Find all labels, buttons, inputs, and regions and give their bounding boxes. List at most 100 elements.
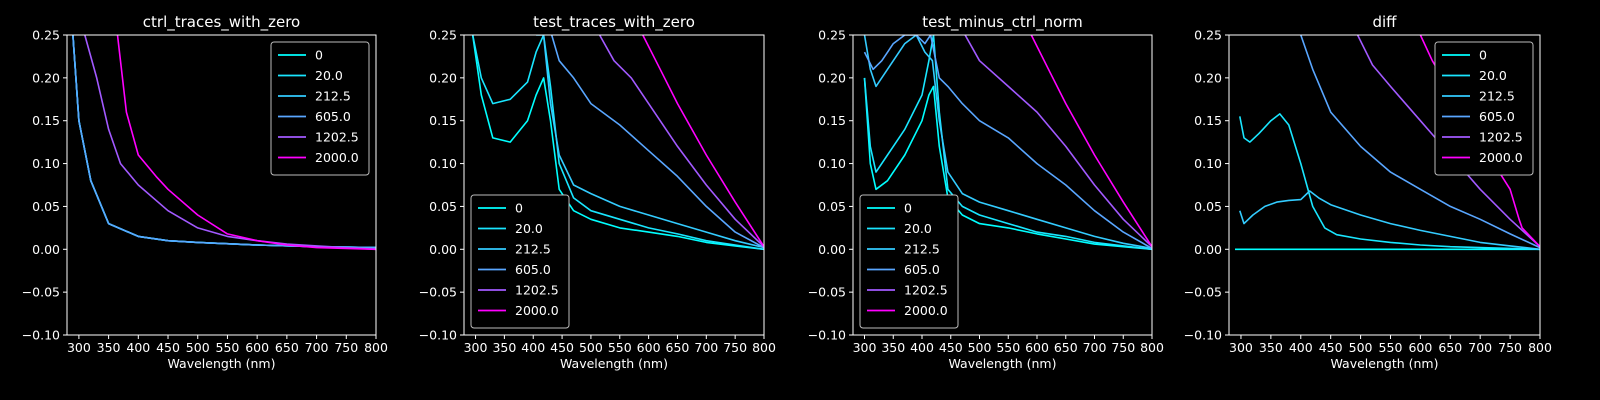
x-tick-label: 600 [1408, 340, 1432, 355]
x-tick-label: 650 [666, 340, 690, 355]
legend-label: 2000.0 [315, 150, 359, 165]
x-tick-label: 500 [1349, 340, 1373, 355]
legend-label: 20.0 [904, 221, 932, 236]
legend-label: 212.5 [315, 89, 351, 104]
series-line-2000.0 [1030, 35, 1152, 248]
x-tick-label: 700 [694, 340, 718, 355]
legend-label: 1202.5 [315, 130, 359, 145]
y-tick-label: 0.25 [32, 28, 60, 43]
y-tick-label: 0.05 [818, 199, 846, 214]
series-line-1202.5 [964, 35, 1152, 248]
y-tick-label: 0.15 [818, 113, 846, 128]
x-tick-label: 700 [1468, 340, 1492, 355]
legend-label: 605.0 [515, 262, 551, 277]
y-tick-label: 0.00 [429, 242, 457, 257]
series-line-0 [471, 35, 764, 251]
x-tick-label: 500 [186, 340, 210, 355]
legend-label: 1202.5 [515, 283, 559, 298]
chart-title: test_traces_with_zero [533, 13, 695, 32]
y-tick-label: 0.20 [1194, 70, 1222, 85]
x-tick-label: 800 [364, 340, 388, 355]
y-tick-label: 0.10 [818, 156, 846, 171]
legend-label: 2000.0 [515, 303, 559, 318]
legend-label: 0 [904, 201, 912, 216]
x-tick-label: 450 [156, 340, 180, 355]
y-tick-label: 0.10 [429, 156, 457, 171]
y-tick-label: −0.05 [22, 285, 60, 300]
x-axis-label: Wavelength (nm) [949, 356, 1057, 371]
x-tick-label: 800 [1140, 340, 1164, 355]
series-line-212.5 [536, 35, 764, 249]
series-group [471, 35, 764, 251]
y-tick-label: 0.25 [429, 28, 457, 43]
x-tick-label: 650 [1438, 340, 1462, 355]
x-tick-label: 750 [723, 340, 747, 355]
chart-panel-4: diff 300 350 400 450 500 550 600 650 700 750 800 −0.… [1184, 13, 1552, 371]
chart-title: diff [1372, 13, 1397, 31]
x-tick-label: 600 [637, 340, 661, 355]
series-line-605.0 [863, 35, 1152, 250]
legend-label: 212.5 [515, 242, 551, 257]
chart-title: test_minus_ctrl_norm [922, 13, 1083, 32]
x-tick-label: 350 [881, 340, 905, 355]
x-tick-label: 700 [305, 340, 329, 355]
x-tick-label: 800 [1528, 340, 1552, 355]
series-line-1202.5 [84, 35, 376, 251]
plot-frame [1228, 34, 1541, 336]
y-tick-label: 0.05 [32, 199, 60, 214]
y-tick-label: 0.00 [32, 242, 60, 257]
y-tick-label: 0.20 [429, 70, 457, 85]
legend-label: 2000.0 [1479, 150, 1523, 165]
legend-label: 20.0 [315, 68, 343, 83]
legend: 0 20.0 212.5 605.0 1202.5 2000.0 [1434, 41, 1534, 176]
legend-label: 0 [315, 48, 323, 63]
plot-frame [66, 34, 377, 336]
legend: 0 20.0 212.5 605.0 1202.5 2000.0 [270, 41, 370, 176]
x-tick-label: 750 [1498, 340, 1522, 355]
legend-label: 212.5 [904, 242, 940, 257]
x-tick-label: 350 [97, 340, 121, 355]
legend-label: 0 [1479, 48, 1487, 63]
series-line-605.0 [1300, 35, 1540, 249]
y-tick-label: −0.05 [808, 285, 846, 300]
series-line-2000.0 [116, 35, 376, 251]
series-group [1235, 35, 1540, 251]
legend-label: 605.0 [1479, 109, 1515, 124]
x-tick-label: 600 [245, 340, 269, 355]
y-tick-label: 0.15 [1194, 113, 1222, 128]
x-tick-label: 350 [1259, 340, 1283, 355]
x-tick-label: 300 [67, 340, 91, 355]
y-tick-label: −0.05 [1184, 285, 1222, 300]
x-tick-label: 500 [579, 340, 603, 355]
x-tick-label: 300 [853, 340, 877, 355]
y-tick-label: −0.10 [419, 328, 457, 343]
x-tick-label: 400 [1289, 340, 1313, 355]
x-tick-label: 550 [216, 340, 240, 355]
x-tick-label: 450 [1319, 340, 1343, 355]
x-tick-label: 550 [608, 340, 632, 355]
x-tick-label: 650 [275, 340, 299, 355]
series-line-212.5 [1239, 190, 1540, 251]
y-tick-label: 0.10 [32, 156, 60, 171]
x-tick-label: 400 [126, 340, 150, 355]
legend: 0 20.0 212.5 605.0 1202.5 2000.0 [470, 194, 570, 329]
x-axis-label: Wavelength (nm) [168, 356, 276, 371]
series-line-212.5 [863, 35, 1152, 250]
x-tick-label: 550 [1379, 340, 1403, 355]
legend-label: 1202.5 [1479, 130, 1523, 145]
series-group [72, 35, 376, 251]
x-tick-label: 300 [464, 340, 488, 355]
legend-label: 0 [515, 201, 523, 216]
y-tick-label: 0.10 [1194, 156, 1222, 171]
x-tick-label: 650 [1054, 340, 1078, 355]
x-tick-label: 750 [1111, 340, 1135, 355]
x-axis-label: Wavelength (nm) [1331, 356, 1439, 371]
y-tick-label: −0.10 [1184, 328, 1222, 343]
y-tick-label: −0.10 [22, 328, 60, 343]
chart-title: ctrl_traces_with_zero [143, 13, 300, 32]
x-tick-label: 800 [752, 340, 776, 355]
series-group [863, 35, 1152, 251]
legend-label: 605.0 [315, 109, 351, 124]
y-tick-label: 0.15 [32, 113, 60, 128]
